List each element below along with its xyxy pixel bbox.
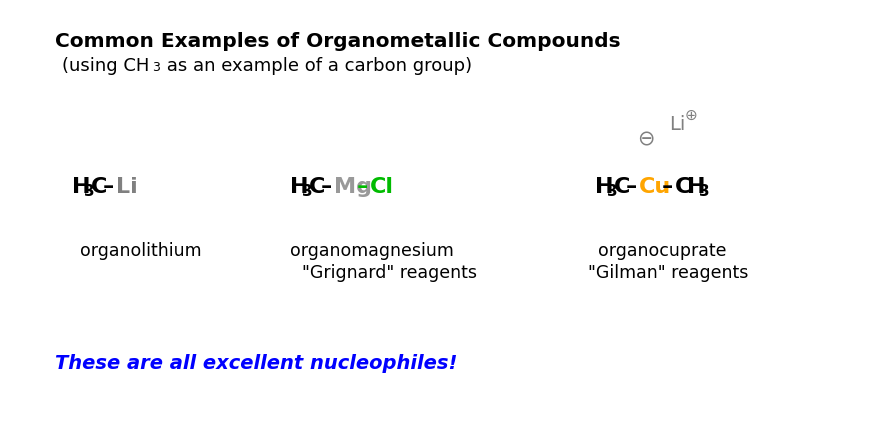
- Text: organolithium: organolithium: [80, 242, 202, 260]
- Text: –: –: [626, 177, 637, 197]
- Text: 3: 3: [607, 184, 618, 200]
- Text: Cu: Cu: [639, 177, 671, 197]
- Text: 3: 3: [152, 61, 160, 74]
- Text: –: –: [357, 177, 368, 197]
- Text: ⊖: ⊖: [637, 129, 655, 149]
- Text: 3: 3: [302, 184, 313, 200]
- Text: Mg: Mg: [334, 177, 372, 197]
- Text: "Gilman" reagents: "Gilman" reagents: [588, 264, 748, 282]
- Text: These are all excellent nucleophiles!: These are all excellent nucleophiles!: [55, 354, 457, 373]
- Text: "Grignard" reagents: "Grignard" reagents: [302, 264, 477, 282]
- Text: H: H: [687, 177, 705, 197]
- Text: H: H: [72, 177, 91, 197]
- Text: (using CH: (using CH: [62, 57, 149, 75]
- Text: 3: 3: [84, 184, 94, 200]
- Text: Cl: Cl: [370, 177, 394, 197]
- Text: organomagnesium: organomagnesium: [290, 242, 454, 260]
- Text: C: C: [91, 177, 108, 197]
- Text: Common Examples of Organometallic Compounds: Common Examples of Organometallic Compou…: [55, 32, 621, 51]
- Text: –: –: [662, 177, 673, 197]
- Text: ⊕: ⊕: [685, 108, 697, 122]
- Text: Li: Li: [669, 116, 685, 135]
- Text: –: –: [103, 177, 114, 197]
- Text: as an example of a carbon group): as an example of a carbon group): [161, 57, 472, 75]
- Text: –: –: [321, 177, 332, 197]
- Text: C: C: [614, 177, 630, 197]
- Text: 3: 3: [699, 184, 710, 200]
- Text: H: H: [595, 177, 614, 197]
- Text: Li: Li: [116, 177, 138, 197]
- Text: C: C: [675, 177, 691, 197]
- Text: organocuprate: organocuprate: [598, 242, 726, 260]
- Text: C: C: [309, 177, 325, 197]
- Text: H: H: [290, 177, 309, 197]
